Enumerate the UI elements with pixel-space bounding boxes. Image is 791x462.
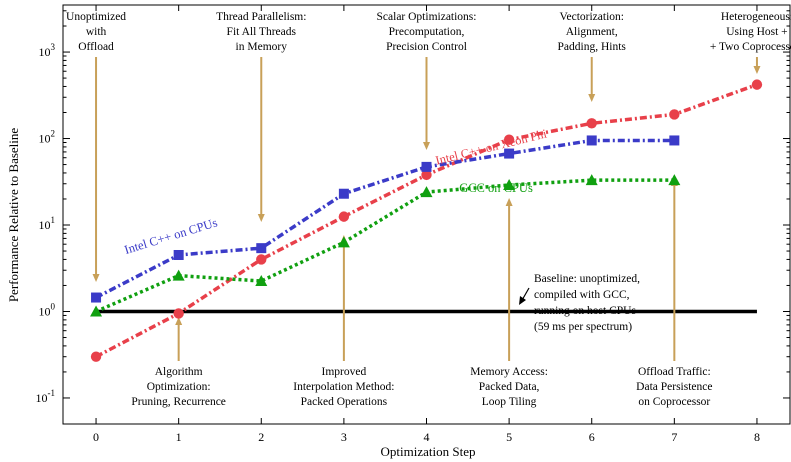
series-marker-triangle (585, 174, 598, 186)
annotation-top-line: Scalar Optimizations: (377, 11, 477, 23)
x-tick-label: 1 (176, 430, 182, 444)
y-tick-label: 101 (39, 215, 56, 232)
series-marker-triangle (337, 236, 350, 248)
series-marker-square (669, 135, 680, 146)
annotation-bottom-line: Packed Operations (301, 396, 388, 408)
annotation-top-line: with (86, 26, 107, 38)
annotation-texts: Unoptimized with Offload Thread Parallelism… (66, 11, 791, 408)
baseline-note-line: compiled with GCC, (534, 289, 630, 301)
series-marker-circle (338, 211, 350, 222)
annotation-top-line: Offload (78, 41, 114, 53)
series-marker-square (173, 249, 184, 260)
annotation-bottom-line: Offload Traffic: (638, 366, 711, 378)
series-label-intel-cpus: Intel C++ on CPUs (123, 215, 219, 257)
annotation-top-line: Thread Parallelism: (216, 11, 306, 23)
annotation-top-line: Unoptimized (66, 11, 126, 23)
annotation-top-line: Heterogeneous: (721, 11, 791, 23)
series-marker-circle (256, 254, 267, 265)
x-tick-label: 4 (424, 430, 430, 444)
x-tick-label: 8 (754, 430, 760, 444)
y-tick-label: 100 (39, 301, 56, 318)
series-label-gcc-cpus: GCC on CPUs (459, 181, 533, 195)
annotation-bottom-line: Memory Access: (470, 366, 548, 378)
annotation-arrow-head (505, 198, 513, 206)
series-marker-square (504, 148, 515, 159)
series-marker-circle (586, 118, 597, 129)
series-marker-triangle (503, 179, 516, 191)
annotation-top-line: + Two Coprocessors (710, 41, 791, 53)
annotation-arrow-head (257, 214, 265, 222)
series-marker-triangle (172, 269, 185, 281)
annotation-bottom-line: Improved (322, 366, 367, 378)
annotation-top-line: Using Host + (726, 26, 787, 38)
annotation-arrow-head (753, 66, 761, 74)
annotation-top-line: Precision Control (386, 41, 467, 53)
annotation-arrow-head (423, 142, 430, 150)
series-marker-square (421, 161, 432, 172)
annotation-arrow-head (175, 317, 183, 325)
annotation-bottom-line: Data Persistence (636, 381, 712, 393)
series-marker-square (91, 292, 102, 303)
baseline-pointer-head (519, 296, 526, 305)
series-marker-circle (421, 169, 432, 181)
annotation-top-line: Padding, Hints (558, 41, 627, 53)
baseline-note-line: running on host CPUs (534, 305, 636, 317)
annotation-arrow-head (588, 94, 596, 102)
y-tick-label: 10-1 (36, 388, 56, 405)
series-marker-square (586, 135, 597, 146)
annotation-bottom-line: Optimization: (147, 381, 211, 393)
series-marker-triangle (90, 305, 103, 317)
x-tick-label: 6 (589, 430, 595, 444)
series-marker-triangle (420, 186, 433, 198)
baseline-group: Baseline: unoptimized, compiled with GCC,… (96, 273, 757, 333)
annotation-bottom-line: on Coprocessor (638, 396, 710, 408)
y-axis-title: Performance Relative to Baseline (6, 128, 21, 303)
axis-ticks: 0 1 2 3 4 5 6 7 8 10-1 100 101 102 103 (36, 5, 790, 444)
annotation-bottom-line: Interpolation Method: (293, 381, 394, 393)
annotation-bottom-line: Pruning, Recurrence (131, 396, 226, 408)
x-tick-label: 5 (506, 430, 512, 444)
series-marker-circle (503, 134, 515, 145)
annotation-arrows (92, 57, 761, 361)
x-axis-title: Optimization Step (381, 444, 476, 459)
series-group (90, 79, 763, 362)
annotation-bottom-line: Algorithm (155, 366, 203, 378)
series-marker-triangle (668, 174, 681, 186)
annotation-top-line: Alignment, (566, 26, 618, 38)
series-line (95, 178, 675, 314)
x-tick-label: 7 (671, 430, 677, 444)
series-marker-square (338, 188, 349, 199)
x-tick-label: 2 (258, 430, 264, 444)
series-marker-square (256, 243, 267, 254)
series-line (95, 138, 675, 300)
series-marker-triangle (255, 275, 268, 287)
series-marker-circle (173, 308, 184, 319)
y-tick-label: 103 (39, 42, 56, 59)
annotation-top-line: Vectorization: (559, 11, 624, 23)
annotation-top-line: in Memory (236, 41, 288, 53)
series-marker-circle (669, 109, 680, 120)
annotation-bottom-line: Loop Tiling (482, 396, 537, 408)
series-marker-circle (751, 79, 763, 90)
annotation-arrow-head (92, 274, 100, 282)
x-tick-label: 3 (341, 430, 347, 444)
baseline-note-line: Baseline: unoptimized, (534, 273, 640, 285)
y-tick-label: 102 (39, 129, 56, 146)
baseline-note-line: (59 ms per spectrum) (534, 321, 632, 333)
annotation-top-line: Fit All Threads (227, 26, 297, 38)
series-label-xeon-phi: Intel C++ on Xeon Phi (434, 126, 549, 167)
annotation-bottom-line: Packed Data, (479, 381, 540, 393)
x-tick-label: 0 (93, 430, 99, 444)
annotation-top-line: Precomputation, (389, 26, 465, 38)
series-marker-circle (90, 351, 102, 362)
